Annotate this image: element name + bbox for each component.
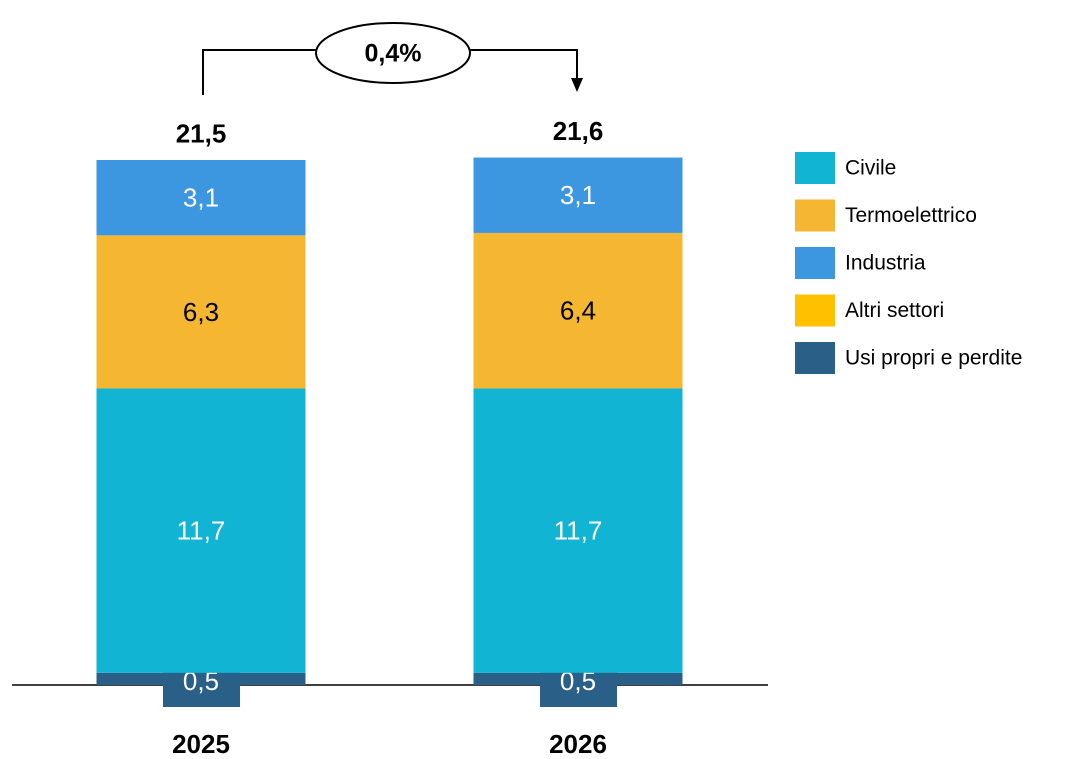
segment-label: 6,3 (183, 297, 219, 327)
total-label: 21,6 (553, 116, 604, 146)
annotation: 0,4% (365, 40, 422, 68)
x-tick-label: 2026 (549, 729, 607, 759)
bar-segment (473, 157, 683, 233)
bar-segment (96, 235, 306, 389)
bar-segment (96, 160, 306, 236)
change-bracket (202, 49, 578, 95)
legend-label: Altri settori (845, 299, 944, 322)
legend-swatch (795, 247, 835, 279)
x-tick-label: 2025 (172, 729, 230, 759)
total-label: 21,5 (176, 118, 227, 148)
legend-swatch (795, 152, 835, 184)
segment-label: 11,7 (554, 516, 603, 546)
segment-label: 6,4 (560, 296, 596, 326)
legend-swatch (795, 199, 835, 232)
segment-label: 3,1 (560, 180, 596, 210)
segment-label: 11,7 (177, 516, 226, 546)
legend-label: Termoelettrico (845, 204, 977, 227)
bar-segment (96, 388, 306, 673)
legend-swatch (795, 294, 835, 327)
bar-segment (473, 388, 683, 673)
legend-swatch (795, 342, 835, 374)
arrow-head (571, 78, 583, 92)
legend-label: Civile (845, 157, 896, 180)
segment-label: 3,1 (183, 183, 219, 213)
annotation-ellipse (315, 22, 471, 84)
legend-label: Industria (845, 252, 926, 275)
legend-label: Usi propri e perdite (845, 347, 1022, 370)
bar-segment (473, 232, 683, 389)
